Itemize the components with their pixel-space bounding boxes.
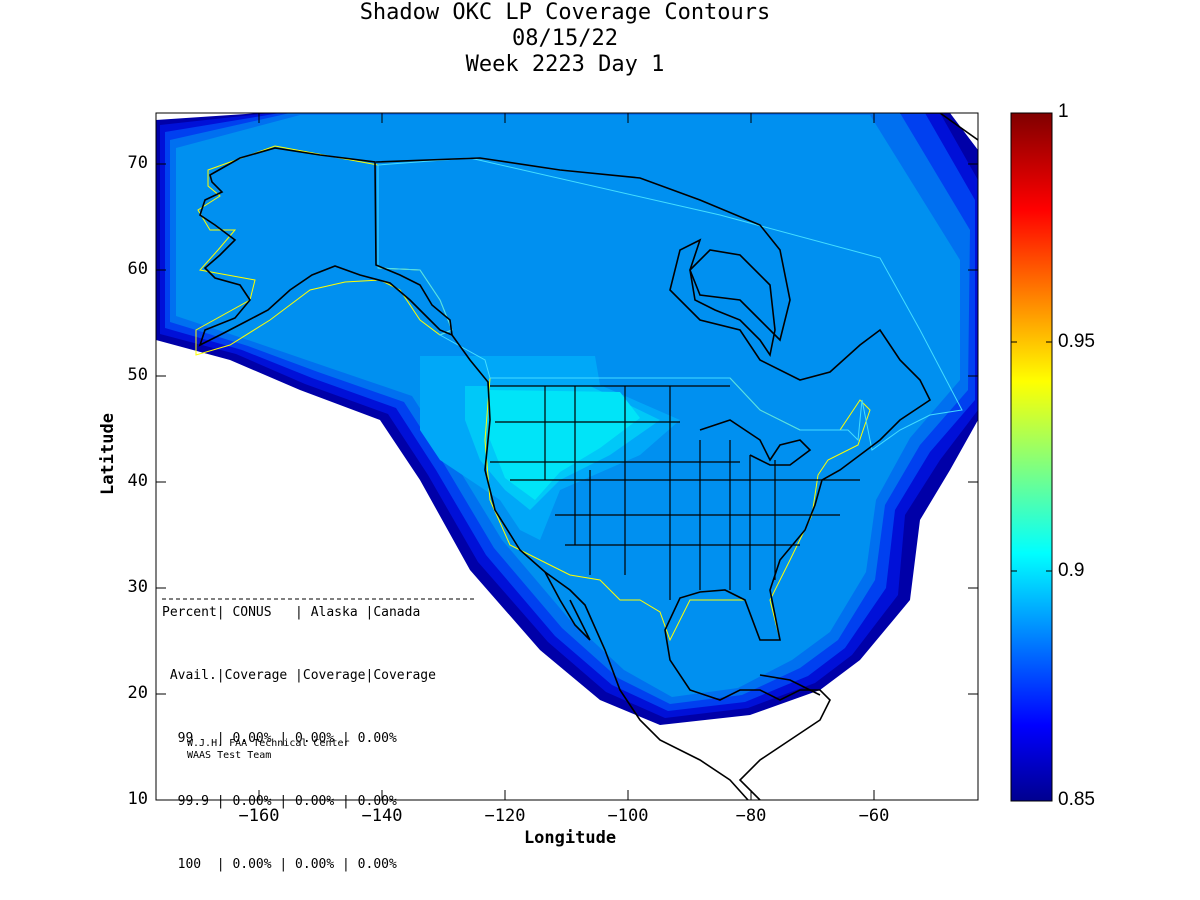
x-tick-label: −100	[607, 806, 649, 826]
chart-title-line-3: Week 2223 Day 1	[465, 52, 665, 77]
x-tick-label: −80	[735, 806, 767, 826]
table-row: 100 | 0.00% | 0.00% | 0.00%	[162, 857, 397, 872]
west-coast	[451, 334, 749, 800]
great-lakes	[699, 419, 812, 466]
coastlines	[198, 113, 978, 800]
table-header-2: Avail.|Coverage |Coverage|Coverage	[162, 668, 436, 683]
contour-band-7	[488, 390, 640, 500]
colorbar-label-min: 0.85	[1058, 789, 1095, 810]
north-america-coast	[375, 157, 932, 800]
colorbar	[1010, 112, 1053, 802]
y-tick-label: 40	[127, 471, 148, 491]
x-axis-label: Longitude	[523, 828, 617, 848]
credit-line-1: W.J.H. FAA Technical Center	[187, 738, 350, 749]
y-tick-label: 10	[127, 789, 148, 809]
table-row: 99.9 | 0.00% | 0.00% | 0.00%	[162, 794, 397, 809]
baja-coast	[544, 571, 591, 641]
chart-title-line-1: Shadow OKC LP Coverage Contours	[359, 0, 771, 25]
coverage-contours	[156, 113, 978, 725]
x-tick-label: −60	[858, 806, 890, 826]
hudson-bay	[689, 249, 776, 358]
colorbar-label: 0.95	[1058, 331, 1095, 352]
axis-ticks	[156, 113, 978, 800]
cuba-coast	[759, 674, 821, 696]
us-state-borders	[490, 385, 860, 600]
x-tick-label: −160	[238, 806, 280, 826]
y-tick-label: 60	[127, 259, 148, 279]
plot-frame	[155, 112, 979, 801]
y-axis-label: Latitude	[98, 413, 118, 495]
canada-service-outline	[377, 157, 963, 451]
alaska-coast	[198, 147, 453, 347]
credit-text: W.J.H. FAA Technical Center WAAS Test Te…	[187, 738, 350, 762]
coverage-table: Percent| CONUS | Alaska |Canada Avail.|C…	[162, 560, 436, 896]
y-tick-label: 20	[127, 683, 148, 703]
y-tick-label: 50	[127, 365, 148, 385]
y-tick-label: 70	[127, 153, 148, 173]
table-header-1: Percent| CONUS | Alaska |Canada	[162, 605, 421, 620]
colorbar-label: 0.9	[1058, 560, 1085, 581]
greenland-coast	[900, 113, 978, 141]
colorbar-label-max: 1	[1058, 101, 1069, 122]
x-tick-label: −140	[361, 806, 403, 826]
colorbar-ticks	[1011, 341, 1052, 572]
chart-title-line-2: 08/15/22	[512, 26, 618, 51]
credit-line-2: WAAS Test Team	[187, 750, 272, 761]
table-row: 99 | 0.00% | 0.00% | 0.00%	[162, 731, 397, 746]
x-tick-label: −120	[484, 806, 526, 826]
y-tick-label: 30	[127, 577, 148, 597]
